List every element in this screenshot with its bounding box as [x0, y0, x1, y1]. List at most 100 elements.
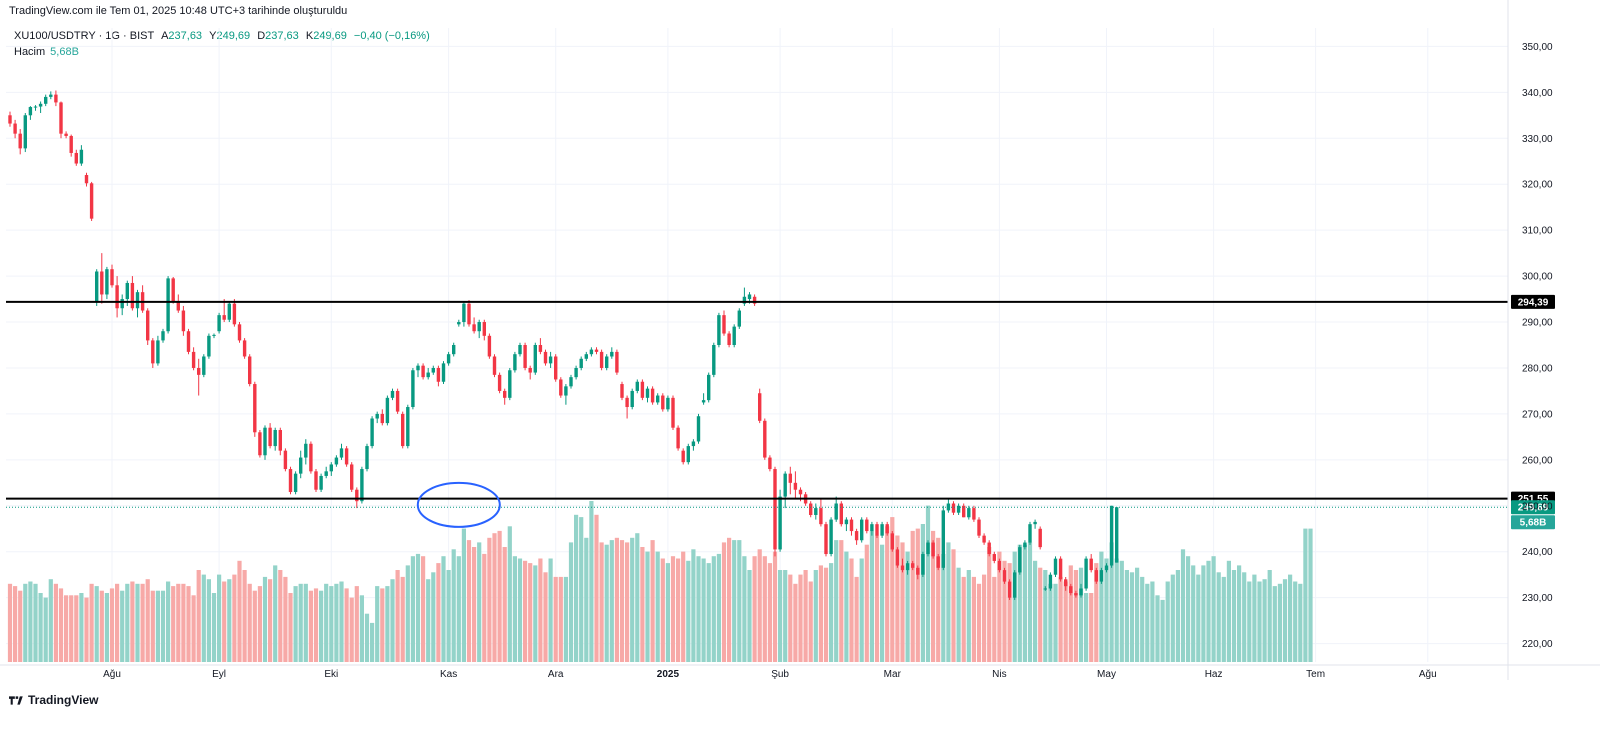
candle-body — [258, 432, 262, 456]
volume-bar — [859, 558, 864, 662]
volume-bar — [324, 583, 329, 662]
volume-bar — [630, 537, 635, 662]
volume-bar — [1094, 563, 1099, 662]
candle-body — [686, 446, 690, 463]
candle-body — [227, 303, 231, 320]
volume-bar — [1277, 583, 1282, 662]
volume-bar — [1038, 567, 1043, 662]
volume-bar — [472, 547, 477, 662]
candle-body — [747, 294, 752, 300]
time-tick-label: Ara — [548, 669, 564, 680]
volume-bar — [1155, 595, 1160, 662]
volume-bar — [99, 590, 104, 662]
time-tick-label: Eyl — [212, 669, 226, 680]
volume-bar — [1267, 570, 1272, 662]
volume-bar — [247, 583, 252, 662]
candle-body — [814, 508, 818, 515]
volume-bar — [191, 595, 196, 662]
volume-bar — [931, 530, 936, 662]
volume-label[interactable]: Hacim — [14, 46, 46, 58]
volume-bar — [604, 544, 609, 662]
candle-body — [768, 457, 772, 470]
change-value: −0,40 (−0,16%) — [353, 30, 430, 42]
volume-bars — [7, 501, 1313, 662]
candle-body — [64, 133, 68, 136]
candle-body — [395, 390, 400, 412]
candle-body — [987, 542, 991, 555]
volume-bar — [640, 547, 645, 662]
candle-body — [242, 340, 247, 357]
candle-body — [13, 123, 17, 134]
candle-body — [44, 96, 48, 104]
candle-body — [1084, 558, 1088, 589]
volume-bar — [966, 570, 971, 662]
candle-body — [273, 429, 277, 447]
candle-body — [885, 524, 889, 534]
volume-bar — [982, 574, 987, 662]
price-tick-label: 340,00 — [1522, 88, 1553, 99]
candle-body — [518, 345, 522, 355]
volume-bar — [548, 558, 553, 662]
volume-bar — [920, 524, 925, 662]
candle-body — [146, 310, 150, 341]
candle-body — [375, 413, 379, 419]
candle-body — [778, 496, 782, 550]
volume-bar — [1298, 583, 1303, 662]
volume-bar — [946, 542, 951, 662]
volume-bar — [829, 563, 834, 662]
volume-bar — [426, 579, 431, 662]
volume-bar — [1242, 572, 1247, 662]
time-axis[interactable]: Ağu Eyl Eki Kas Ara 2025 Şub Mar Nis May Haz Tem Ağu — [0, 664, 1600, 680]
volume-bar — [1048, 583, 1053, 662]
volume-bar — [349, 597, 354, 662]
candle-body — [59, 102, 63, 134]
candle-body — [462, 303, 466, 323]
candle-body — [156, 340, 160, 364]
candle-body — [334, 457, 339, 465]
volume-bar — [176, 583, 181, 662]
volume-bar — [574, 514, 579, 662]
tradingview-brand[interactable]: TradingView — [9, 693, 98, 707]
symbol-label[interactable]: XU100/USDTRY · 1G · BIST — [14, 30, 154, 42]
last-price-label: 249,69 — [1518, 503, 1549, 514]
candle-body — [589, 349, 594, 355]
candle-body — [1033, 521, 1037, 525]
volume-bar — [293, 586, 298, 662]
candle-body — [640, 381, 645, 398]
time-tick-label: Şub — [771, 669, 789, 680]
candle-body — [523, 345, 527, 368]
volume-bar — [1043, 570, 1048, 662]
volume-bar — [38, 593, 43, 662]
candle-body — [441, 363, 446, 382]
volume-bar — [380, 588, 385, 662]
volume-bar — [171, 586, 176, 662]
candle-body — [839, 503, 843, 525]
volume-bar — [512, 556, 517, 662]
volume-bar — [1216, 572, 1221, 662]
candle-body — [186, 331, 191, 352]
annotation-layer[interactable] — [416, 481, 501, 528]
volume-bar — [482, 553, 487, 662]
volume-bar — [609, 540, 614, 662]
candle-body — [900, 565, 905, 571]
volume-bar — [298, 583, 303, 662]
volume-bar — [936, 537, 941, 662]
candle-body — [314, 471, 318, 490]
chart-caption: TradingView.com ile Tem 01, 2025 10:48 U… — [9, 5, 348, 17]
volume-bar — [456, 556, 461, 662]
volume-bar — [910, 530, 915, 662]
volume-bar — [1119, 560, 1124, 662]
price-tick-label: 250,00 — [1522, 501, 1553, 512]
volume-bar — [48, 579, 53, 662]
volume-bar — [1191, 565, 1196, 662]
volume-bar — [18, 590, 23, 662]
volume-bar — [339, 581, 344, 662]
candle-body — [615, 351, 619, 373]
price-axis[interactable]: 220,00 230,00 240,00 250,00 260,00 270,00 280,… — [1507, 0, 1553, 680]
volume-bar — [1165, 581, 1170, 662]
candle-body — [329, 464, 333, 472]
volume-bar — [987, 547, 992, 662]
volume-bar — [681, 551, 686, 662]
